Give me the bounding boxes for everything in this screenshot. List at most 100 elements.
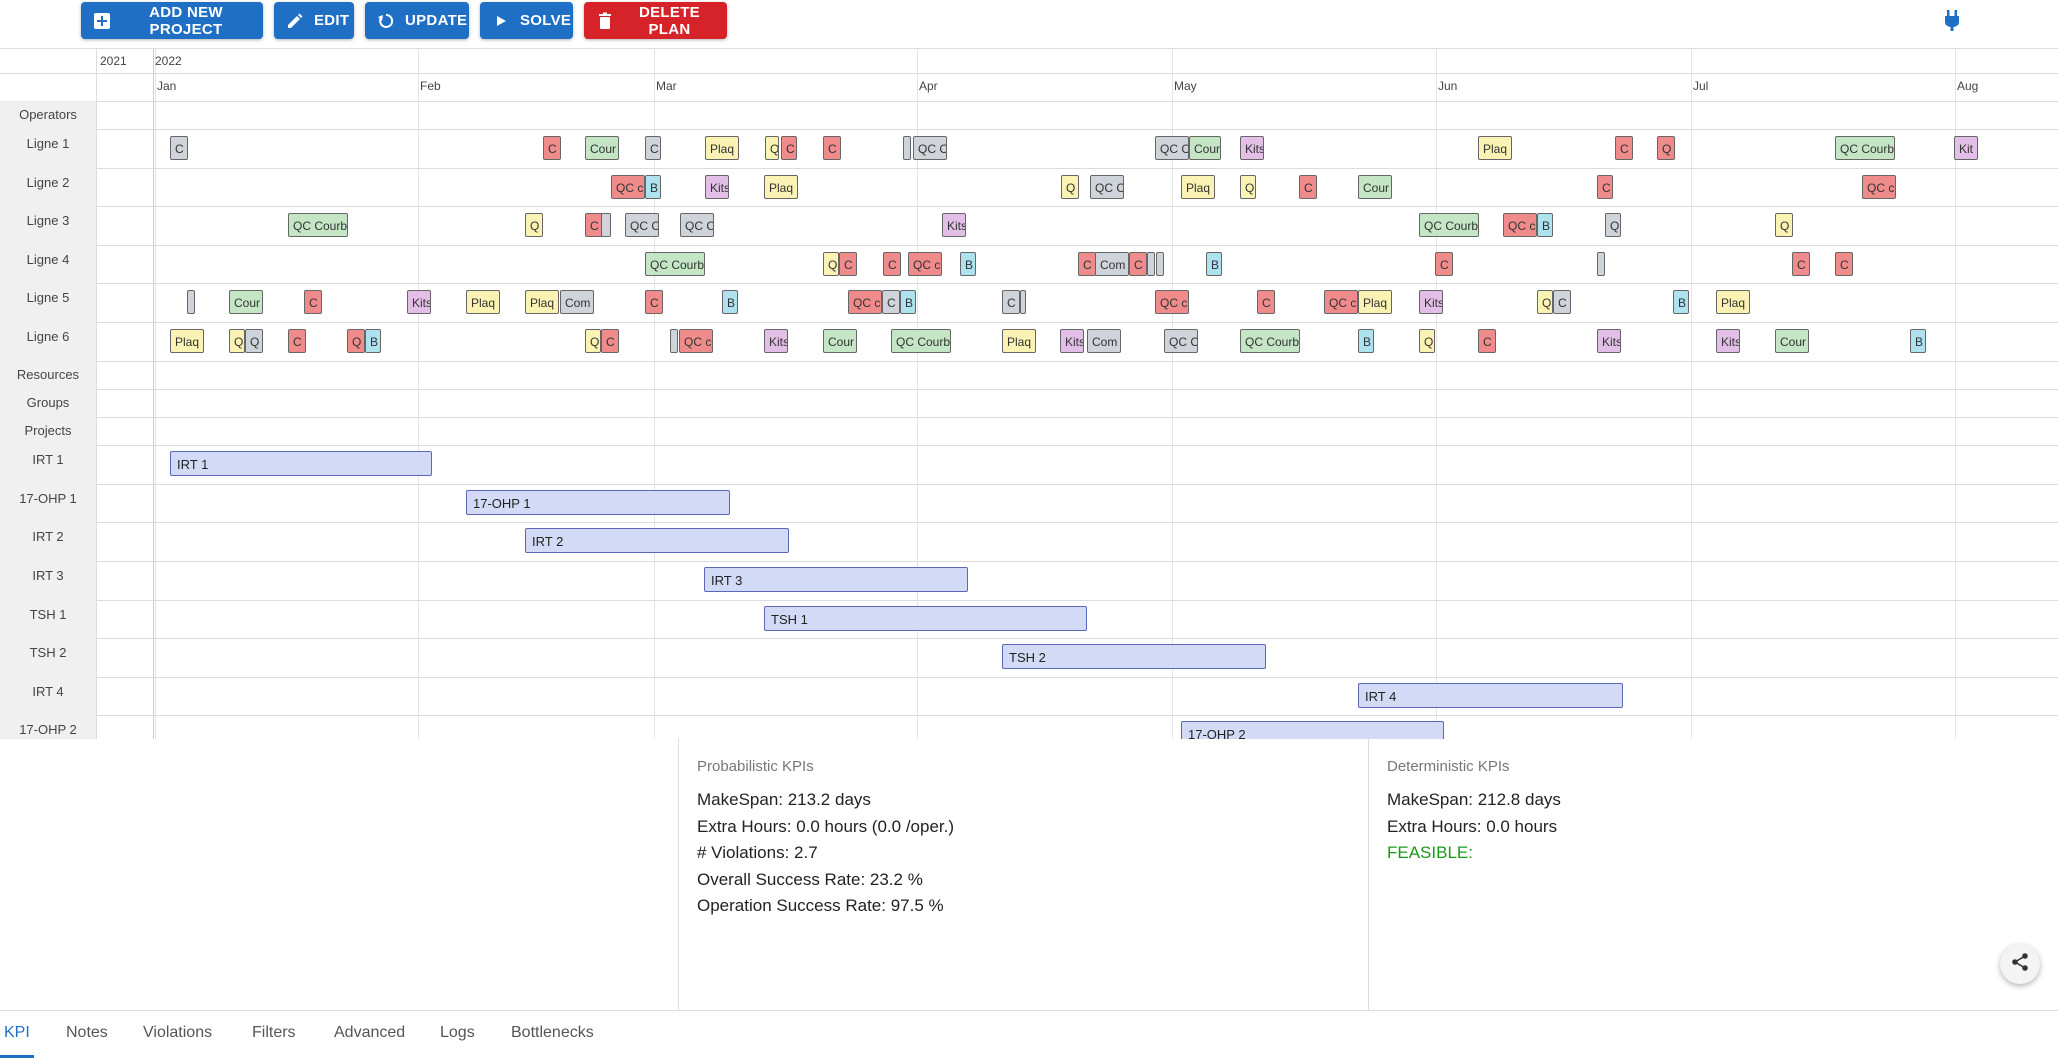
tab-kpi[interactable]: KPI — [0, 1011, 34, 1058]
operation-task[interactable]: C — [170, 136, 188, 160]
operation-task[interactable]: QC Courb — [288, 213, 348, 237]
tab-notes[interactable]: Notes — [66, 1024, 108, 1041]
operation-task[interactable]: Plaq — [170, 329, 204, 353]
operation-task[interactable]: Kits — [942, 213, 966, 237]
operation-task[interactable]: Kit — [1954, 136, 1978, 160]
operation-task[interactable]: QC c — [1862, 175, 1896, 199]
operation-task[interactable]: Kits — [764, 329, 788, 353]
update-button[interactable]: UPDATE — [365, 2, 469, 39]
operation-task[interactable]: Q — [1775, 213, 1793, 237]
operation-task[interactable]: QC C — [1155, 136, 1189, 160]
operation-task[interactable]: QC C — [625, 213, 659, 237]
operation-task[interactable]: C — [1553, 290, 1571, 314]
operation-task[interactable]: C — [1078, 252, 1096, 276]
project-bar[interactable]: TSH 1 — [764, 606, 1087, 631]
operation-task[interactable]: Cour — [823, 329, 857, 353]
operation-task[interactable]: C — [1257, 290, 1275, 314]
operation-task[interactable]: Kits — [1597, 329, 1621, 353]
operation-task[interactable] — [903, 136, 911, 160]
operation-task[interactable] — [1156, 252, 1164, 276]
operation-task[interactable]: C — [839, 252, 857, 276]
operation-task[interactable]: QC Courb — [1419, 213, 1479, 237]
operation-task[interactable]: Cour — [585, 136, 619, 160]
operation-task[interactable] — [187, 290, 195, 314]
operation-task[interactable]: C — [781, 136, 797, 160]
operation-task[interactable]: Plaq — [525, 290, 559, 314]
operation-task[interactable]: Plaq — [1181, 175, 1215, 199]
operation-task[interactable]: C — [1792, 252, 1810, 276]
operation-task[interactable]: C — [1299, 175, 1317, 199]
operation-task[interactable]: Kits — [1419, 290, 1443, 314]
operation-task[interactable]: Q — [1537, 290, 1553, 314]
operation-task[interactable]: Q — [1657, 136, 1675, 160]
operation-task[interactable]: Com — [1087, 329, 1121, 353]
operation-task[interactable]: C — [1478, 329, 1496, 353]
operation-task[interactable]: B — [900, 290, 916, 314]
operation-task[interactable]: QC c — [848, 290, 882, 314]
operation-task[interactable]: C — [288, 329, 306, 353]
project-bar[interactable]: IRT 1 — [170, 451, 432, 476]
operation-task[interactable]: B — [1358, 329, 1374, 353]
operation-task[interactable]: Q — [525, 213, 543, 237]
operation-task[interactable]: Plaq — [705, 136, 739, 160]
share-button[interactable] — [2000, 944, 2040, 984]
operation-task[interactable]: B — [1910, 329, 1926, 353]
operation-task[interactable]: B — [960, 252, 976, 276]
operation-task[interactable] — [1020, 290, 1026, 314]
operation-task[interactable]: C — [304, 290, 322, 314]
operation-task[interactable]: Kits — [705, 175, 729, 199]
add-new-project-button[interactable]: ADD NEW PROJECT — [81, 2, 263, 39]
operation-task[interactable]: C — [1835, 252, 1853, 276]
edit-button[interactable]: EDIT — [274, 2, 354, 39]
operation-task[interactable]: C — [823, 136, 841, 160]
operation-task[interactable]: Q — [765, 136, 779, 160]
operation-task[interactable]: Kits — [1240, 136, 1264, 160]
operation-task[interactable]: Q — [229, 329, 245, 353]
operation-task[interactable]: Com — [1095, 252, 1129, 276]
operation-task[interactable]: QC Courb — [1835, 136, 1895, 160]
project-bar[interactable]: IRT 3 — [704, 567, 968, 592]
operation-task[interactable]: QC c — [1324, 290, 1358, 314]
operation-task[interactable]: Q — [245, 329, 263, 353]
project-bar[interactable]: 17-OHP 1 — [466, 490, 730, 515]
operation-task[interactable]: Plaq — [1002, 329, 1036, 353]
operation-task[interactable] — [601, 213, 611, 237]
delete-plan-button[interactable]: DELETE PLAN — [584, 2, 727, 39]
operation-task[interactable]: Plaq — [466, 290, 500, 314]
operation-task[interactable]: B — [1537, 213, 1553, 237]
operation-task[interactable]: QC c — [611, 175, 645, 199]
operation-task[interactable]: C — [1435, 252, 1453, 276]
operation-task[interactable]: C — [1129, 252, 1147, 276]
operation-task[interactable]: Q — [823, 252, 839, 276]
operation-task[interactable]: Q — [585, 329, 601, 353]
operation-task[interactable]: Q — [1605, 213, 1621, 237]
project-bar[interactable]: 17-OHP 2 — [1181, 721, 1444, 739]
operation-task[interactable]: Kits — [1716, 329, 1740, 353]
operation-task[interactable]: Kits — [1060, 329, 1084, 353]
operation-task[interactable]: Q — [347, 329, 365, 353]
tab-advanced[interactable]: Advanced — [334, 1024, 406, 1041]
operation-task[interactable]: C — [645, 136, 661, 160]
operation-task[interactable]: QC c — [1503, 213, 1537, 237]
operation-task[interactable]: QC C — [1164, 329, 1198, 353]
operation-task[interactable]: QC Courb — [891, 329, 951, 353]
operation-task[interactable]: B — [645, 175, 661, 199]
operation-task[interactable]: QC Courb — [645, 252, 705, 276]
operation-task[interactable] — [1147, 252, 1155, 276]
operation-task[interactable]: QC C — [913, 136, 947, 160]
operation-task[interactable]: C — [645, 290, 663, 314]
operation-task[interactable]: C — [601, 329, 619, 353]
operation-task[interactable]: C — [543, 136, 561, 160]
operation-task[interactable]: B — [1206, 252, 1222, 276]
operation-task[interactable]: Q — [1240, 175, 1256, 199]
operation-task[interactable]: Q — [1419, 329, 1435, 353]
operation-task[interactable]: QC c — [1155, 290, 1189, 314]
project-bar[interactable]: TSH 2 — [1002, 644, 1266, 669]
tab-logs[interactable]: Logs — [440, 1024, 475, 1041]
operation-task[interactable]: Kits — [407, 290, 431, 314]
operation-task[interactable]: Plaq — [1716, 290, 1750, 314]
operation-task[interactable]: Cour — [1775, 329, 1809, 353]
tab-bottlenecks[interactable]: Bottlenecks — [511, 1024, 594, 1041]
operation-task[interactable] — [1597, 252, 1605, 276]
operation-task[interactable]: QC c — [679, 329, 713, 353]
